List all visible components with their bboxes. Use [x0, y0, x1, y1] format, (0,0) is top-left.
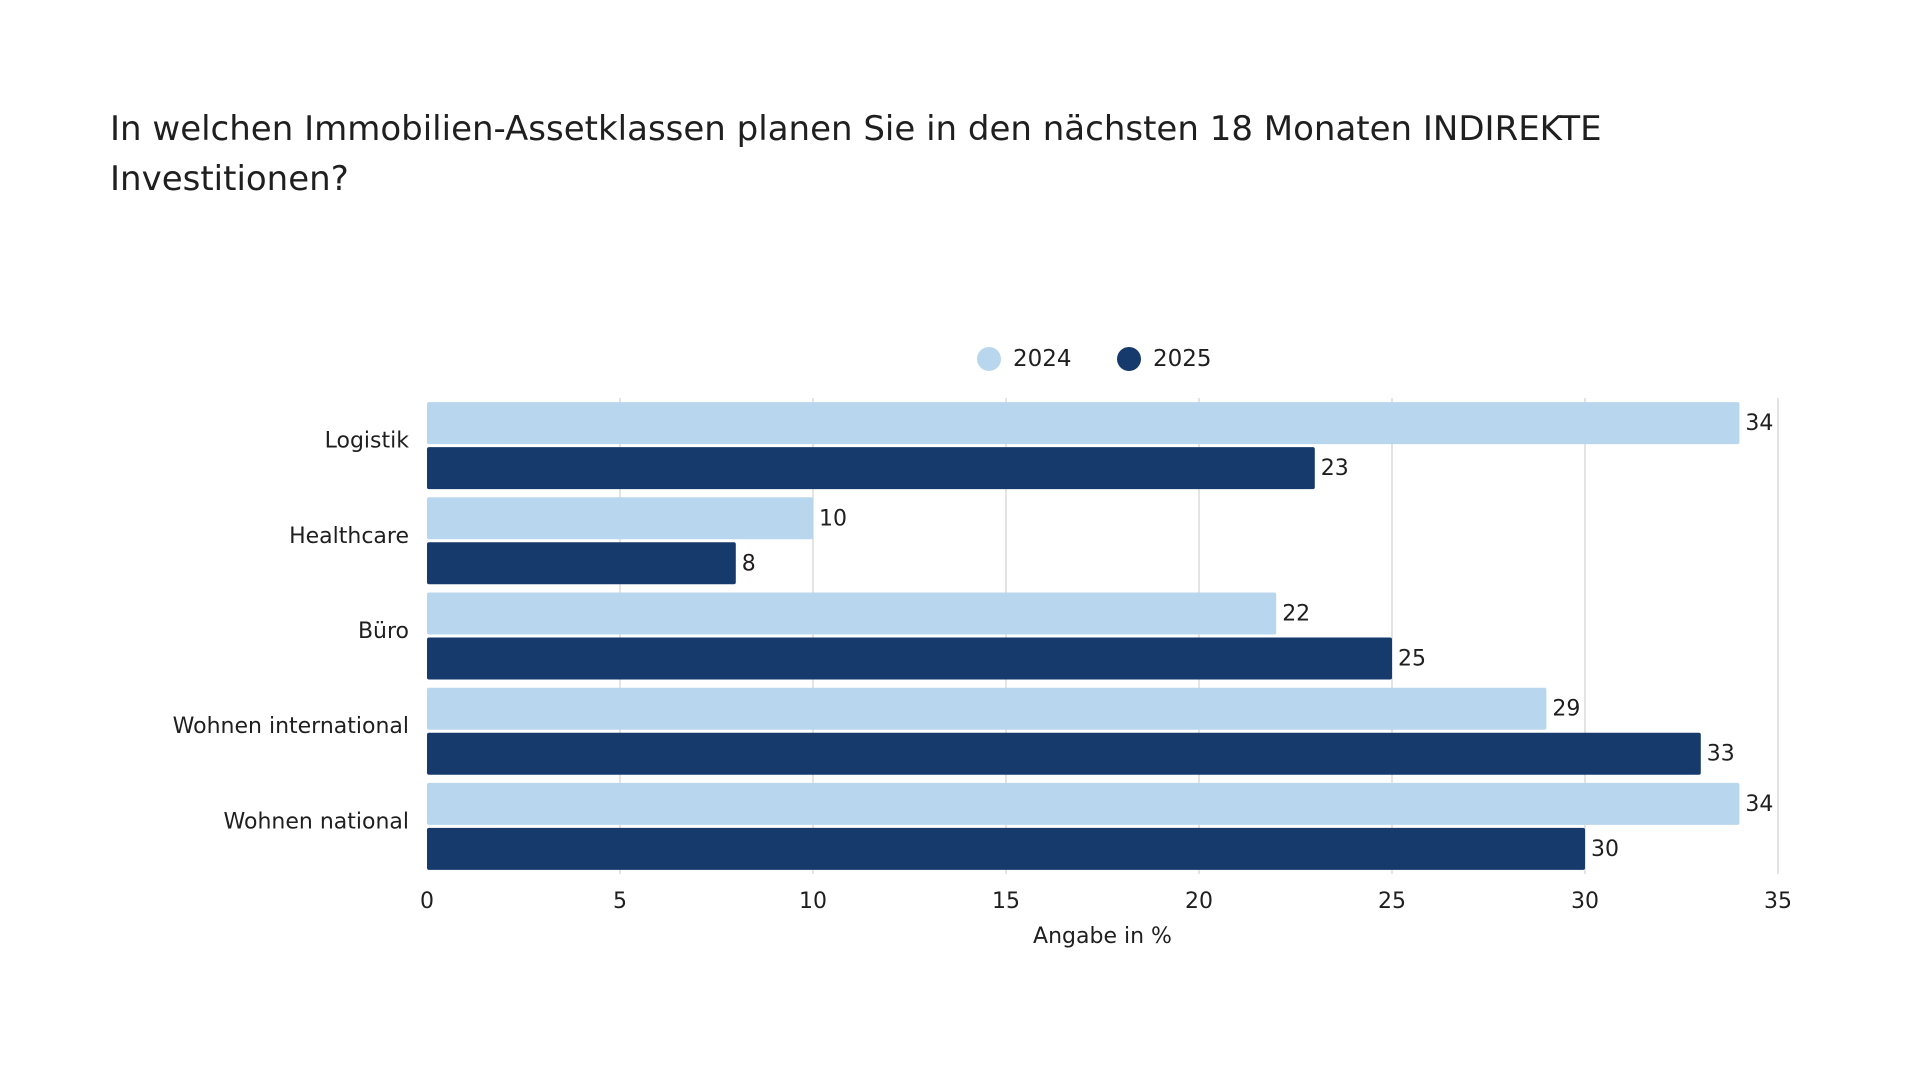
legend-swatch-2024: [977, 347, 1001, 371]
legend-label-2024: 2024: [1013, 346, 1072, 372]
value-label-2025-wohnen-national: 30: [1591, 837, 1619, 862]
bar-2024-wohnen-national: [427, 782, 1740, 825]
x-tick-label-25: 25: [1378, 889, 1406, 914]
x-tick-label-0: 0: [420, 889, 434, 914]
category-label-wohnen-national: Wohnen national: [224, 809, 409, 834]
x-tick-label-35: 35: [1764, 889, 1792, 914]
bars: 34 23 10 8 22 25 29 33 34 30: [427, 402, 1773, 870]
value-label-2024-logistik: 34: [1745, 411, 1773, 436]
value-label-2024-healthcare: 10: [819, 506, 847, 531]
legend-swatch-2025: [1117, 347, 1141, 371]
legend: 2024 2025: [0, 339, 1920, 379]
bar-2025-wohnen-international: [427, 732, 1701, 775]
x-tick-label-5: 5: [613, 889, 627, 914]
x-tick-label-15: 15: [992, 889, 1020, 914]
category-label-healthcare: Healthcare: [289, 524, 409, 549]
bar-2025-healthcare: [427, 542, 736, 585]
legend-label-2025: 2025: [1153, 346, 1212, 372]
legend-item-2024: 2024: [977, 339, 1072, 379]
chart-title: In welchen Immobilien-Assetklassen plane…: [110, 109, 1602, 199]
bar-2025-logistik: [427, 447, 1315, 490]
value-label-2024-wohnen-international: 29: [1552, 697, 1580, 722]
x-tick-label-30: 30: [1571, 889, 1599, 914]
value-label-2024-wohnen-national: 34: [1745, 792, 1773, 817]
bar-2024-büro: [427, 592, 1277, 635]
x-tick-label-20: 20: [1185, 889, 1213, 914]
value-label-2025-logistik: 23: [1321, 456, 1349, 481]
bar-2024-logistik: [427, 402, 1740, 445]
bar-2024-wohnen-international: [427, 687, 1547, 730]
value-label-2025-wohnen-international: 33: [1707, 742, 1735, 767]
category-label-wohnen-international: Wohnen international: [173, 714, 409, 739]
value-label-2024-büro: 22: [1282, 602, 1310, 627]
bar-2024-healthcare: [427, 497, 813, 540]
x-tick-label-10: 10: [799, 889, 827, 914]
category-label-logistik: Logistik: [325, 429, 410, 454]
category-label-büro: Büro: [358, 619, 409, 644]
x-axis-title: Angabe in %: [1033, 924, 1172, 949]
value-label-2025-healthcare: 8: [742, 551, 756, 576]
bar-2025-büro: [427, 637, 1392, 680]
value-label-2025-büro: 25: [1398, 647, 1426, 672]
bar-2025-wohnen-national: [427, 827, 1585, 870]
axes: Logistik Healthcare Büro Wohnen internation…: [173, 429, 1792, 914]
legend-item-2025: 2025: [1117, 339, 1212, 379]
